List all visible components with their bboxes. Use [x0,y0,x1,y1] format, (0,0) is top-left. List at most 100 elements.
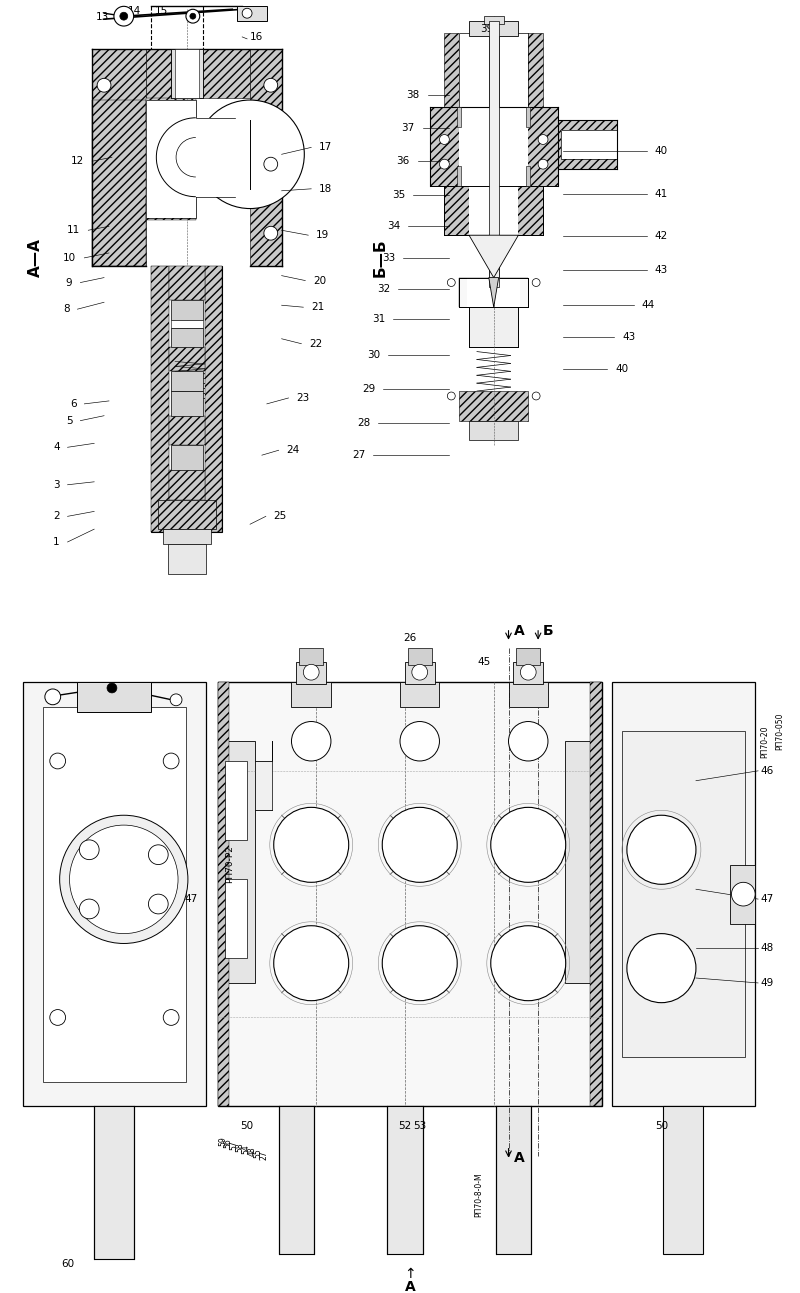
Bar [400,683,439,707]
Text: 40: 40 [654,146,668,156]
Circle shape [439,159,450,169]
Bar [175,49,198,98]
Bar [78,683,151,711]
Text: Б: Б [543,623,554,637]
Text: 39: 39 [481,25,494,34]
Text: 52: 52 [398,1121,411,1131]
Bar [158,499,215,529]
Bar [459,32,528,107]
Text: 53: 53 [413,1121,426,1131]
Bar [565,741,602,983]
Polygon shape [489,278,498,308]
Circle shape [291,721,331,762]
Circle shape [163,1010,179,1025]
Bar [94,1107,134,1259]
Text: 15: 15 [155,6,168,17]
Bar [469,186,518,235]
Text: 24: 24 [286,445,300,455]
Circle shape [532,278,540,287]
Text: 11: 11 [67,225,80,235]
Text: 13: 13 [96,12,109,22]
Circle shape [412,665,428,680]
Circle shape [439,134,450,145]
Text: 2: 2 [53,511,60,521]
Circle shape [60,816,188,944]
Circle shape [196,100,304,208]
Bar [612,683,755,1107]
Text: 4: 4 [53,442,60,453]
Circle shape [50,753,66,769]
Bar [663,1107,703,1254]
Bar [299,648,323,666]
Text: 40: 40 [615,365,628,375]
Text: 34: 34 [386,221,400,231]
Bar [171,321,202,328]
Text: А: А [405,1280,415,1293]
Text: 55: 55 [254,1148,262,1157]
Bar [730,865,755,923]
Bar [469,420,518,441]
Circle shape [170,694,182,706]
Bar [489,21,498,287]
Circle shape [107,683,117,693]
Bar [226,762,247,840]
Text: Б—Б: Б—Б [373,239,388,277]
Text: РП70-20: РП70-20 [761,725,770,758]
Text: 43: 43 [622,332,635,341]
Circle shape [731,882,755,906]
Bar [146,100,196,219]
Text: А: А [514,623,524,637]
Bar [171,49,202,98]
Text: 47: 47 [185,893,198,904]
Text: 37: 37 [402,123,414,133]
Bar [23,683,206,1107]
Bar [169,416,205,445]
Bar [297,662,326,684]
Circle shape [274,807,349,882]
Bar [444,32,543,107]
Bar [169,469,205,499]
Text: 44: 44 [642,300,655,310]
Bar [496,1107,531,1254]
Circle shape [50,1010,66,1025]
Circle shape [538,159,548,169]
Bar [163,529,210,544]
Text: 33: 33 [382,253,395,262]
Text: 3: 3 [53,480,60,490]
Text: 22: 22 [310,339,322,349]
Bar [205,266,222,533]
Bar [526,166,530,186]
Text: 20: 20 [313,275,326,286]
Circle shape [627,934,696,1002]
Circle shape [303,665,319,680]
Circle shape [538,134,548,145]
Bar [196,120,250,189]
Text: 27: 27 [259,1149,268,1160]
Bar [146,98,196,120]
Text: 59: 59 [218,1137,227,1146]
Bar [151,266,169,533]
Bar [622,732,746,1056]
Circle shape [447,278,455,287]
Text: 5: 5 [66,415,73,425]
Bar [92,100,146,266]
Text: 31: 31 [372,314,386,325]
Text: 14: 14 [128,6,142,17]
Text: РП70-Р2: РП70-Р2 [225,846,234,883]
Text: 60: 60 [61,1259,74,1270]
Text: 57: 57 [230,1140,238,1149]
Circle shape [627,816,696,884]
Circle shape [532,392,540,400]
Text: 45: 45 [478,657,490,667]
Bar [459,32,528,107]
Circle shape [186,9,200,23]
Text: 47: 47 [760,893,774,904]
Bar [92,49,146,266]
Bar [171,371,202,390]
Bar [171,328,202,347]
Text: 42: 42 [654,231,668,242]
Circle shape [79,899,99,919]
Bar [218,683,602,1107]
Bar [169,347,205,371]
Bar [430,107,558,186]
